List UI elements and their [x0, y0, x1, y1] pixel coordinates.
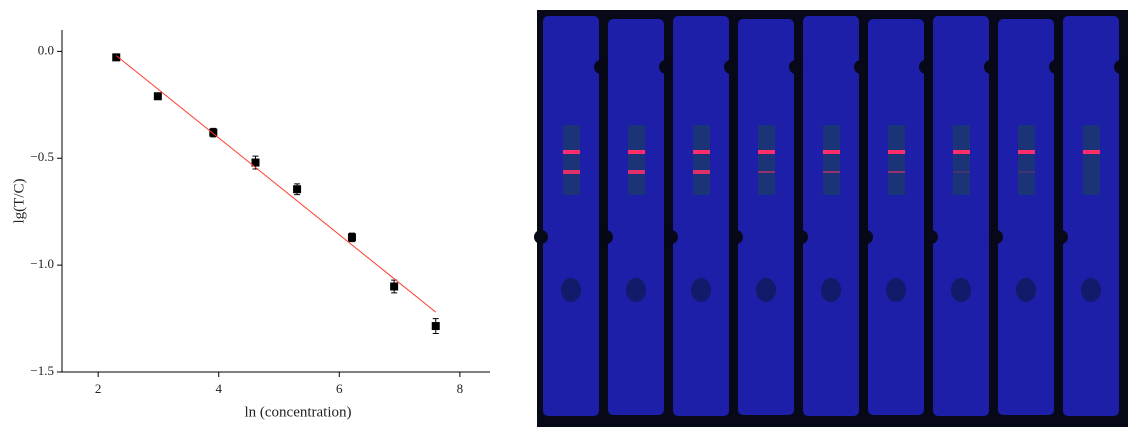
strip-window [563, 125, 580, 195]
data-point [153, 92, 162, 101]
notch [919, 60, 933, 74]
strip-window [758, 125, 775, 195]
notch [989, 230, 1003, 244]
sample-well [561, 278, 581, 302]
strip [673, 16, 729, 416]
notch [664, 230, 678, 244]
strip-window [1083, 125, 1100, 195]
notch [924, 230, 938, 244]
notch [1049, 60, 1063, 74]
y-tick-label: −1.0 [30, 256, 54, 271]
strip [543, 16, 599, 416]
y-tick-label: −1.5 [30, 363, 54, 378]
x-axis-label: ln (concentration) [244, 404, 351, 420]
notch [859, 230, 873, 244]
strip [738, 19, 794, 415]
x-tick-label: 4 [215, 381, 222, 396]
data-point [293, 185, 302, 194]
notch [794, 230, 808, 244]
y-tick-label: 0.0 [38, 42, 54, 57]
sample-well [756, 278, 776, 302]
notch [724, 60, 738, 74]
strip-window [823, 125, 840, 195]
notch [984, 60, 998, 74]
sample-well [951, 278, 971, 302]
x-tick-label: 2 [95, 381, 102, 396]
sample-well [821, 278, 841, 302]
sample-well [691, 278, 711, 302]
strip [803, 16, 859, 416]
sample-well [1016, 278, 1036, 302]
strip-window [953, 125, 970, 195]
notch [1114, 60, 1128, 74]
strip [608, 19, 664, 415]
data-point [347, 233, 356, 242]
sample-well [1081, 278, 1101, 302]
notch [854, 60, 868, 74]
x-tick-label: 6 [336, 381, 343, 396]
sample-well [886, 278, 906, 302]
sample-well [626, 278, 646, 302]
data-point [431, 322, 440, 331]
x-tick-label: 8 [457, 381, 464, 396]
strip [933, 16, 989, 416]
notch [789, 60, 803, 74]
strip-window [693, 125, 710, 195]
notch [1054, 230, 1068, 244]
notch [599, 230, 613, 244]
data-point [251, 158, 260, 167]
data-point [112, 53, 121, 62]
strip-window [1018, 125, 1035, 195]
notch [594, 60, 608, 74]
y-axis-label: lg(T/C) [11, 179, 27, 224]
strip [998, 19, 1054, 415]
notch [534, 230, 548, 244]
data-point [209, 128, 218, 137]
strip [1063, 16, 1119, 416]
y-tick-label: −0.5 [30, 149, 54, 164]
notch [729, 230, 743, 244]
strip [868, 19, 924, 415]
strip-window [628, 125, 645, 195]
notch [659, 60, 673, 74]
fit-line [115, 55, 437, 313]
test-strips-photo [534, 16, 1128, 416]
data-point [390, 282, 399, 291]
strip-window [888, 125, 905, 195]
